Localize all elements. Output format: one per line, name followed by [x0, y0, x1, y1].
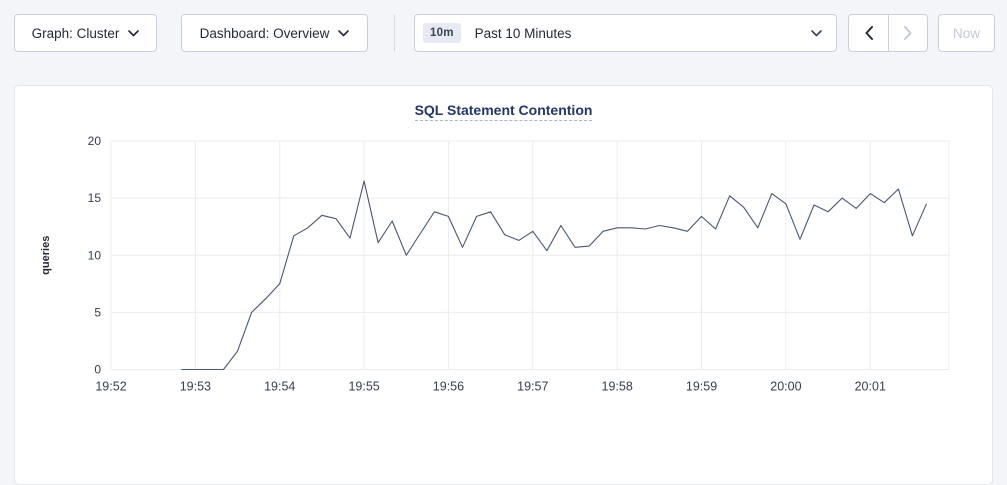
- svg-text:19:54: 19:54: [264, 380, 295, 394]
- time-range-label: Past 10 Minutes: [474, 25, 572, 41]
- svg-text:19:59: 19:59: [686, 380, 717, 394]
- svg-text:19:52: 19:52: [95, 380, 126, 394]
- toolbar: Graph: Cluster Dashboard: Overview 10m P…: [0, 0, 1007, 52]
- svg-text:19:57: 19:57: [517, 380, 548, 394]
- time-pager: [848, 14, 928, 52]
- now-button-label: Now: [952, 25, 980, 41]
- sql-contention-chart[interactable]: 0 5 10 15 20 19:52 19:53 19:54 19:55 19:56 19:57 19…: [15, 86, 994, 426]
- svg-text:19:55: 19:55: [348, 380, 379, 394]
- svg-text:15: 15: [88, 191, 102, 205]
- graph-dropdown-label: Graph: Cluster: [31, 25, 120, 41]
- time-prev-button[interactable]: [848, 14, 888, 52]
- svg-text:20:01: 20:01: [855, 380, 886, 394]
- svg-text:10: 10: [88, 248, 102, 262]
- chevron-down-icon: [811, 29, 822, 37]
- graph-dropdown-button[interactable]: Graph: Cluster: [14, 14, 157, 52]
- chart-title-row: SQL Statement Contention: [15, 102, 992, 124]
- dashboard-dropdown-label: Dashboard: Overview: [199, 25, 330, 41]
- chevron-right-icon: [904, 26, 912, 40]
- svg-text:19:56: 19:56: [433, 380, 464, 394]
- toolbar-divider: [394, 15, 395, 51]
- svg-text:20:00: 20:00: [770, 380, 801, 394]
- chart-title[interactable]: SQL Statement Contention: [414, 102, 593, 121]
- svg-text:queries: queries: [40, 236, 52, 275]
- svg-text:5: 5: [94, 305, 101, 319]
- chevron-left-icon: [865, 26, 873, 40]
- chevron-down-icon: [338, 29, 350, 37]
- svg-text:19:53: 19:53: [180, 380, 211, 394]
- now-button[interactable]: Now: [938, 14, 995, 52]
- time-range-badge: 10m: [423, 23, 461, 43]
- svg-text:20: 20: [88, 134, 102, 148]
- chart-card: SQL Statement Contention 0 5 10 15 20 19:52 19…: [14, 85, 993, 485]
- time-range-selector[interactable]: 10m Past 10 Minutes: [414, 14, 837, 52]
- chevron-down-icon: [128, 29, 140, 37]
- time-next-button[interactable]: [888, 14, 928, 52]
- dashboard-dropdown-button[interactable]: Dashboard: Overview: [181, 14, 368, 52]
- svg-text:0: 0: [94, 363, 101, 377]
- svg-text:19:58: 19:58: [602, 380, 633, 394]
